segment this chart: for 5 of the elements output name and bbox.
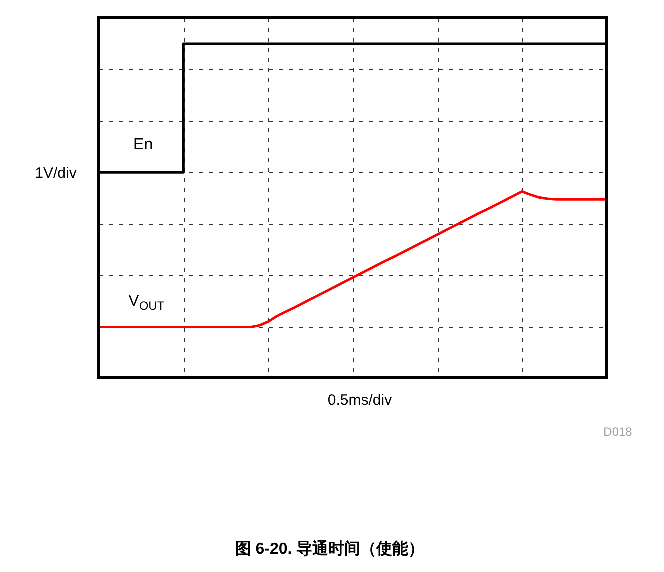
y-axis-title: 1V/div xyxy=(35,165,78,182)
text: D018 xyxy=(604,425,633,439)
series-label: En xyxy=(134,136,154,154)
x-axis-title: 0.5ms/div xyxy=(328,392,393,409)
text: 图 6-20. 导通时间（使能） xyxy=(235,540,425,558)
